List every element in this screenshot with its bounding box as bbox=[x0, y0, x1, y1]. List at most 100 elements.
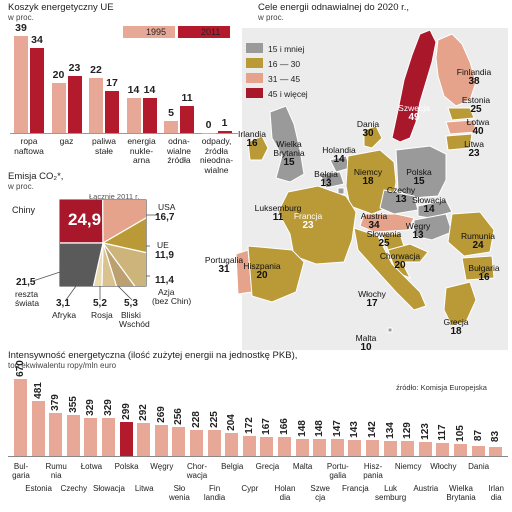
intensity-source: źródło: Komisja Europejska bbox=[396, 383, 487, 392]
intensity-category-label: Czechy bbox=[60, 484, 88, 493]
map-country-name: Dania bbox=[356, 119, 380, 129]
intensity-category-label: Łotwa bbox=[80, 462, 103, 471]
intensity-baseline bbox=[8, 456, 508, 457]
map-country-name: Słowenia bbox=[366, 229, 402, 239]
map-country-name: Luksemburg bbox=[254, 203, 302, 213]
intensity-value-label: 148 bbox=[314, 420, 326, 437]
intensity-value-label: 379 bbox=[50, 393, 62, 411]
intensity-value-label: 329 bbox=[85, 399, 97, 417]
energy-value-2011: 14 bbox=[143, 84, 156, 96]
intensity-category-label: Fin landia bbox=[203, 484, 226, 502]
map-label-łotwa: Łotwa 40 bbox=[452, 117, 504, 137]
map-country-name: Belgia bbox=[314, 169, 338, 179]
energy-bar-1995 bbox=[201, 133, 216, 134]
pie-slice-7 bbox=[60, 242, 104, 286]
map-label-grecja: Grecja 18 bbox=[430, 318, 482, 337]
map-label-malta: Malta 10 bbox=[340, 334, 392, 353]
map-legend-label-2: 31 — 45 bbox=[268, 74, 301, 84]
energy-legend-1995 bbox=[123, 26, 175, 38]
map-country-name: Łotwa bbox=[466, 117, 490, 127]
map-country-value: 14 bbox=[333, 154, 345, 165]
map-label-szwecja: Szwecja 49 bbox=[388, 103, 440, 123]
intensity-category-label: Sło wenia bbox=[168, 484, 190, 502]
energy-value-2011: 17 bbox=[106, 76, 118, 89]
map-label-luksemburg: Luksemburg 11 bbox=[252, 203, 304, 223]
map-country-name: Estonia bbox=[461, 95, 491, 105]
energy-bar-1995 bbox=[164, 120, 178, 133]
intensity-value-label: 481 bbox=[32, 382, 44, 399]
intensity-category-label: Polska bbox=[114, 462, 139, 471]
map-label-wielka-brytania: Wielka Brytania 15 bbox=[263, 140, 315, 168]
map-country-value: 23 bbox=[302, 220, 314, 231]
map-label-czechy: Czechy 13 bbox=[375, 186, 427, 205]
energy-bar-1995 bbox=[14, 35, 28, 133]
map-label-polska: Polska 15 bbox=[393, 168, 445, 187]
map-country-value: 23 bbox=[468, 148, 480, 159]
intensity-bar bbox=[260, 436, 274, 456]
pie-value-ue: 11,9 bbox=[155, 250, 174, 261]
energy-category-label: gaz bbox=[59, 136, 74, 146]
energy-value-1995: 5 bbox=[168, 106, 174, 119]
pie-label-bw: Bliski bbox=[121, 310, 141, 320]
intensity-category-label: Szwe cja bbox=[310, 484, 330, 502]
map-label-włochy: Włochy 17 bbox=[346, 290, 398, 309]
pie-slice-4 bbox=[102, 242, 136, 286]
map-country-value: 49 bbox=[408, 112, 420, 123]
intensity-value-label: 256 bbox=[173, 407, 185, 425]
map-country-name: Szwecja bbox=[398, 103, 430, 113]
map-country-value: 13 bbox=[412, 230, 424, 241]
energy-category-label: ropa naftowa bbox=[14, 136, 44, 156]
intensity-bar bbox=[366, 439, 379, 456]
pie-label-chiny: Chiny bbox=[12, 205, 36, 215]
energy-legend-2011-label: 2011 bbox=[201, 27, 221, 37]
pie-label-bw2: Wschód bbox=[119, 319, 150, 329]
intensity-category-label: Cypr bbox=[241, 484, 259, 493]
map-label-niemcy: Niemcy 18 bbox=[342, 167, 394, 187]
map-country-value: 15 bbox=[283, 157, 295, 168]
map-legend-swatch-2 bbox=[246, 73, 263, 83]
intensity-category-label: Wielka Brytania bbox=[446, 484, 476, 502]
map-label-finlandia: Finlandia 38 bbox=[448, 68, 500, 87]
intensity-bar bbox=[489, 446, 503, 456]
pie-value-rosja: 5,2 bbox=[93, 298, 107, 309]
map-country-name: Irlandia bbox=[238, 129, 266, 139]
energy-category-label: odna- wialne źródła bbox=[166, 136, 192, 165]
intensity-bar bbox=[454, 444, 467, 456]
map-country-name: Niemcy bbox=[353, 167, 383, 177]
intensity-value-label: 148 bbox=[296, 420, 308, 437]
map-label-irlandia: Irlandia 16 bbox=[226, 129, 278, 149]
intensity-bar bbox=[14, 379, 27, 456]
map-country-value: 18 bbox=[450, 326, 462, 337]
intensity-category-label: Malta bbox=[292, 462, 313, 471]
intensity-value-label: 83 bbox=[490, 430, 502, 442]
map-label-chorwacja: Chorwacja 20 bbox=[374, 252, 426, 271]
intensity-value-label: 105 bbox=[455, 425, 466, 442]
intensity-category-label: Hisz- pania bbox=[363, 462, 383, 480]
intensity-bar bbox=[31, 401, 45, 456]
intensity-bar bbox=[401, 441, 415, 456]
map-country-luksemburg bbox=[337, 187, 345, 195]
intensity-category-label: Dania bbox=[468, 462, 490, 471]
energy-legend-2011 bbox=[178, 26, 230, 38]
intensity-category-label: Bul- garia bbox=[12, 462, 30, 480]
intensity-value-label: 129 bbox=[402, 422, 414, 440]
intensity-bar bbox=[225, 432, 239, 456]
intensity-category-label: Francja bbox=[342, 484, 369, 493]
co2-title: Emisja CO₂*, bbox=[8, 171, 64, 182]
intensity-value-label: 143 bbox=[349, 420, 361, 438]
map-country-value: 16 bbox=[246, 138, 258, 149]
intensity-category-label: Portu- galia bbox=[326, 462, 349, 480]
intensity-bar bbox=[172, 426, 186, 456]
map-country-szwecja bbox=[391, 29, 437, 143]
map-country-value: 18 bbox=[362, 176, 374, 187]
co2-subtitle: w proc. bbox=[8, 182, 34, 191]
map-country-name: Holandia bbox=[322, 145, 356, 155]
intensity-category-label: Belgia bbox=[221, 462, 244, 471]
intensity-bar bbox=[348, 439, 362, 456]
intensity-value-label: 172 bbox=[243, 417, 255, 435]
pie-slice-1 bbox=[102, 200, 146, 245]
pie-label-azja: Azja bbox=[158, 287, 175, 297]
intensity-value-label: 292 bbox=[138, 403, 150, 421]
energy-value-1995: 0 bbox=[205, 119, 212, 131]
pie-label-rosja: Rosja bbox=[91, 310, 113, 320]
